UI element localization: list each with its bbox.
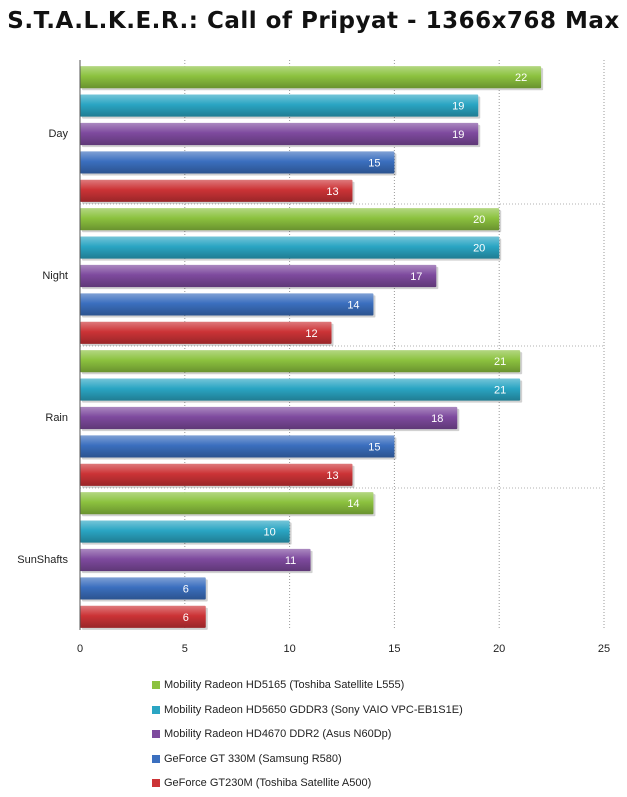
legend-item: Mobility Radeon HD5650 GDDR3 (Sony VAIO …: [152, 698, 463, 723]
legend-label: Mobility Radeon HD5165 (Toshiba Satellit…: [164, 679, 405, 692]
bar: [80, 236, 500, 259]
data-label: 19: [452, 101, 464, 113]
bar: [80, 66, 542, 89]
bar: [80, 350, 521, 373]
data-label: 21: [494, 356, 506, 368]
data-label: 20: [473, 243, 485, 255]
bar: [80, 94, 479, 117]
category-label: Rain: [45, 412, 68, 424]
bar: [80, 520, 290, 543]
bar: [80, 179, 353, 202]
category-label: Day: [48, 128, 68, 140]
data-label: 13: [326, 186, 338, 198]
legend-swatch: [152, 681, 160, 690]
x-tick-label: 10: [283, 643, 295, 655]
chart-title: S.T.A.L.K.E.R.: Call of Pripyat - 1366x7…: [7, 8, 620, 34]
bar: [80, 492, 374, 515]
bar: [80, 605, 206, 628]
legend-swatch: [152, 754, 160, 763]
category-label: Night: [42, 270, 68, 282]
data-label: 10: [263, 527, 275, 539]
data-label: 6: [183, 583, 189, 595]
legend-swatch: [152, 705, 160, 714]
bar: [80, 548, 311, 572]
data-label: 20: [473, 214, 485, 226]
legend-label: GeForce GT 330M (Samsung R580): [164, 752, 342, 765]
bar: [80, 435, 395, 458]
data-label: 15: [368, 157, 380, 169]
bar: [80, 321, 332, 344]
legend-item: Mobility Radeon HD4670 DDR2 (Asus N60Dp): [152, 722, 463, 747]
legend-label: Mobility Radeon HD4670 DDR2 (Asus N60Dp): [164, 728, 392, 741]
x-tick-label: 20: [493, 643, 505, 655]
x-tick-label: 0: [77, 643, 83, 655]
data-label: 11: [285, 555, 296, 567]
legend-item: GeForce GT230M (Toshiba Satellite A500): [152, 771, 463, 796]
data-label: 15: [368, 441, 380, 453]
legend-label: GeForce GT230M (Toshiba Satellite A500): [164, 777, 372, 790]
bar: [80, 122, 479, 146]
legend-item: GeForce GT 330M (Samsung R580): [152, 747, 463, 772]
legend-label: Mobility Radeon HD5650 GDDR3 (Sony VAIO …: [164, 703, 463, 716]
legend-item: Mobility Radeon HD5165 (Toshiba Satellit…: [152, 673, 463, 698]
data-label: 13: [326, 470, 338, 482]
x-tick-label: 5: [182, 643, 188, 655]
bars: 22 19 19 15 13 20 20 17 14 12 21 21 18 15 13 14 10 11 6 6: [80, 66, 544, 630]
legend: Mobility Radeon HD5165 (Toshiba Satellit…: [152, 673, 463, 796]
x-tick-label: 15: [388, 643, 400, 655]
data-label: 14: [347, 498, 359, 510]
x-tick-label: 25: [598, 643, 610, 655]
bar: [80, 463, 353, 486]
bar: [80, 208, 500, 231]
data-label: 22: [515, 72, 527, 84]
bar: [80, 577, 206, 600]
data-label: 6: [183, 612, 189, 624]
legend-swatch: [152, 779, 160, 788]
legend-swatch: [152, 730, 160, 739]
bar: [80, 406, 458, 430]
bar: [80, 264, 437, 288]
category-label: SunShafts: [17, 554, 68, 566]
data-label: 17: [410, 271, 422, 283]
bar: [80, 151, 395, 174]
data-label: 14: [347, 299, 359, 311]
data-label: 18: [431, 413, 443, 425]
axes: 0 5 10 15 20 25 Day Night Rain SunShafts: [17, 60, 610, 655]
data-label: 21: [494, 385, 506, 397]
bar: [80, 378, 521, 401]
data-label: 12: [305, 328, 317, 340]
bar: [80, 293, 374, 316]
data-label: 19: [452, 129, 464, 141]
